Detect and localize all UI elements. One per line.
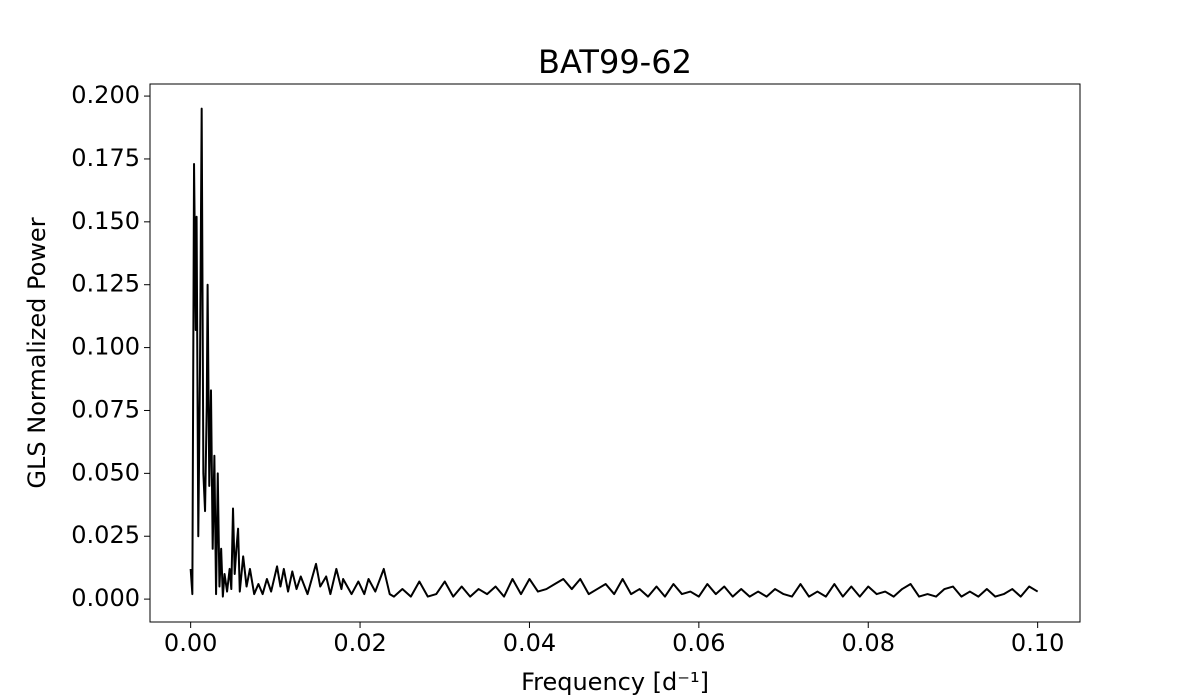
- y-tick-label: 0.100: [71, 333, 140, 361]
- y-tick-label: 0.150: [71, 207, 140, 235]
- y-tick-label: 0.000: [71, 584, 140, 612]
- x-tick-label: 0.08: [842, 629, 895, 657]
- x-tick-label: 0.06: [672, 629, 725, 657]
- y-tick-label: 0.050: [71, 458, 140, 486]
- x-axis-label: Frequency [d⁻¹]: [521, 668, 709, 696]
- x-tick-label: 0.00: [164, 629, 217, 657]
- y-tick-label: 0.200: [71, 81, 140, 109]
- y-axis-label: GLS Normalized Power: [23, 217, 51, 488]
- chart-title: BAT99-62: [538, 43, 692, 81]
- power-line: [189, 107, 1039, 598]
- y-tick-label: 0.125: [71, 270, 140, 298]
- x-tick-label: 0.10: [1011, 629, 1064, 657]
- plot-frame: [149, 83, 1081, 623]
- y-tick-label: 0.075: [71, 395, 140, 423]
- x-tick-label: 0.02: [333, 629, 386, 657]
- y-tick-label: 0.025: [71, 521, 140, 549]
- x-tick-label: 0.04: [503, 629, 556, 657]
- y-tick-label: 0.175: [71, 144, 140, 172]
